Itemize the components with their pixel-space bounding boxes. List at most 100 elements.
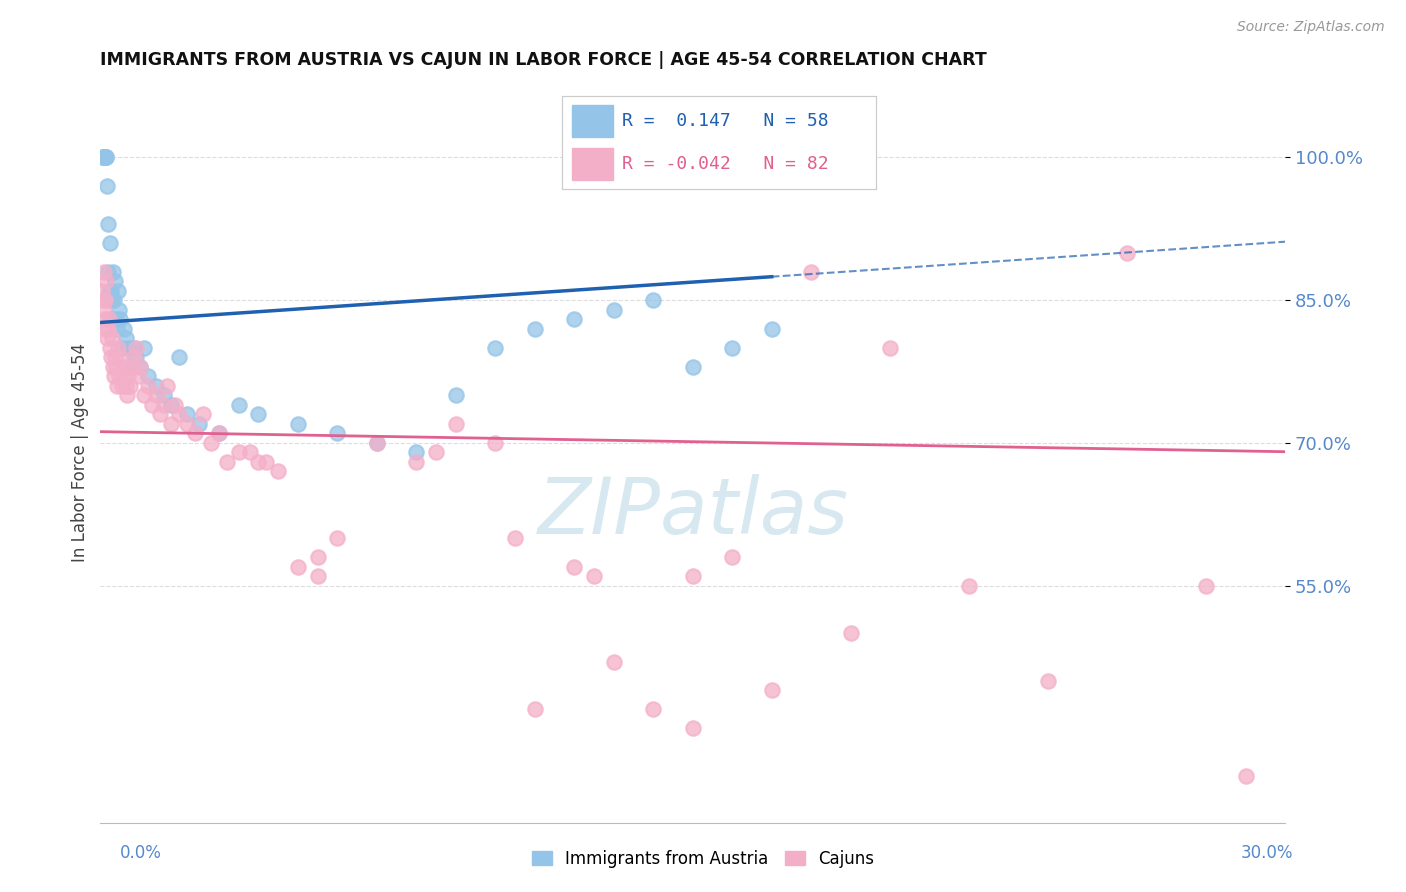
Point <box>603 302 626 317</box>
Point <box>405 455 427 469</box>
Point <box>141 398 163 412</box>
Point <box>105 379 128 393</box>
Point <box>682 722 704 736</box>
Point <box>101 359 124 374</box>
Point <box>101 331 124 345</box>
Point <box>104 351 127 365</box>
Point <box>96 151 118 165</box>
Point <box>132 388 155 402</box>
Text: 0.0%: 0.0% <box>120 844 162 862</box>
Point <box>405 445 427 459</box>
Point <box>839 626 862 640</box>
Point <box>117 369 139 384</box>
Point <box>98 236 121 251</box>
Point <box>152 398 174 412</box>
Text: IMMIGRANTS FROM AUSTRIA VS CAJUN IN LABOR FORCE | AGE 45-54 CORRELATION CHART: IMMIGRANTS FROM AUSTRIA VS CAJUN IN LABO… <box>100 51 987 69</box>
Point <box>682 569 704 583</box>
Point <box>105 322 128 336</box>
Point <box>1116 245 1139 260</box>
Point <box>98 312 121 326</box>
Point <box>145 379 167 393</box>
Point <box>800 265 823 279</box>
Point <box>93 293 115 308</box>
Point <box>208 426 231 441</box>
Point <box>98 341 121 355</box>
Point <box>145 388 167 402</box>
Point <box>115 379 138 393</box>
Point <box>307 550 329 565</box>
Point <box>115 331 138 345</box>
Point <box>247 455 270 469</box>
Point <box>93 151 115 165</box>
Point <box>188 417 211 431</box>
Point <box>108 351 131 365</box>
Point <box>96 179 118 194</box>
Point <box>444 388 467 402</box>
Point <box>93 151 115 165</box>
Point <box>1234 769 1257 783</box>
Point <box>208 426 231 441</box>
Point <box>484 436 506 450</box>
Point <box>94 312 117 326</box>
Point <box>97 265 120 279</box>
Point <box>287 559 309 574</box>
Point <box>156 379 179 393</box>
Point <box>105 359 128 374</box>
Point <box>101 293 124 308</box>
Point <box>132 341 155 355</box>
Point <box>562 559 585 574</box>
Legend: Immigrants from Austria, Cajuns: Immigrants from Austria, Cajuns <box>524 844 882 875</box>
Point <box>94 151 117 165</box>
Point <box>107 341 129 355</box>
Point <box>523 322 546 336</box>
Point <box>165 398 187 412</box>
Point <box>287 417 309 431</box>
Point <box>366 436 388 450</box>
Point <box>643 293 665 308</box>
Point <box>97 322 120 336</box>
Point <box>682 359 704 374</box>
Point <box>96 151 118 165</box>
Point <box>582 569 605 583</box>
Point <box>444 417 467 431</box>
Point <box>523 702 546 716</box>
Point <box>118 379 141 393</box>
Point <box>149 408 172 422</box>
Point <box>761 322 783 336</box>
Point <box>307 569 329 583</box>
Point <box>98 284 121 298</box>
Point <box>100 284 122 298</box>
Point <box>105 312 128 326</box>
Point <box>96 322 118 336</box>
Point <box>228 445 250 459</box>
Point <box>97 217 120 231</box>
Point <box>122 341 145 355</box>
Point <box>93 265 115 279</box>
Point <box>215 455 238 469</box>
Point <box>96 331 118 345</box>
Point <box>191 408 214 422</box>
Point <box>103 369 125 384</box>
Point <box>326 426 349 441</box>
Point <box>484 341 506 355</box>
Point <box>160 398 183 412</box>
Point <box>184 426 207 441</box>
Point <box>721 341 744 355</box>
Point <box>136 369 159 384</box>
Point <box>98 293 121 308</box>
Point <box>267 465 290 479</box>
Point <box>112 322 135 336</box>
Point <box>879 341 901 355</box>
Point <box>228 398 250 412</box>
Point <box>111 341 134 355</box>
Point <box>94 151 117 165</box>
Point <box>127 369 149 384</box>
Point <box>91 151 114 165</box>
Point <box>122 351 145 365</box>
Point <box>326 531 349 545</box>
Point <box>117 341 139 355</box>
Point <box>136 379 159 393</box>
Point <box>643 702 665 716</box>
Point <box>254 455 277 469</box>
Point <box>503 531 526 545</box>
